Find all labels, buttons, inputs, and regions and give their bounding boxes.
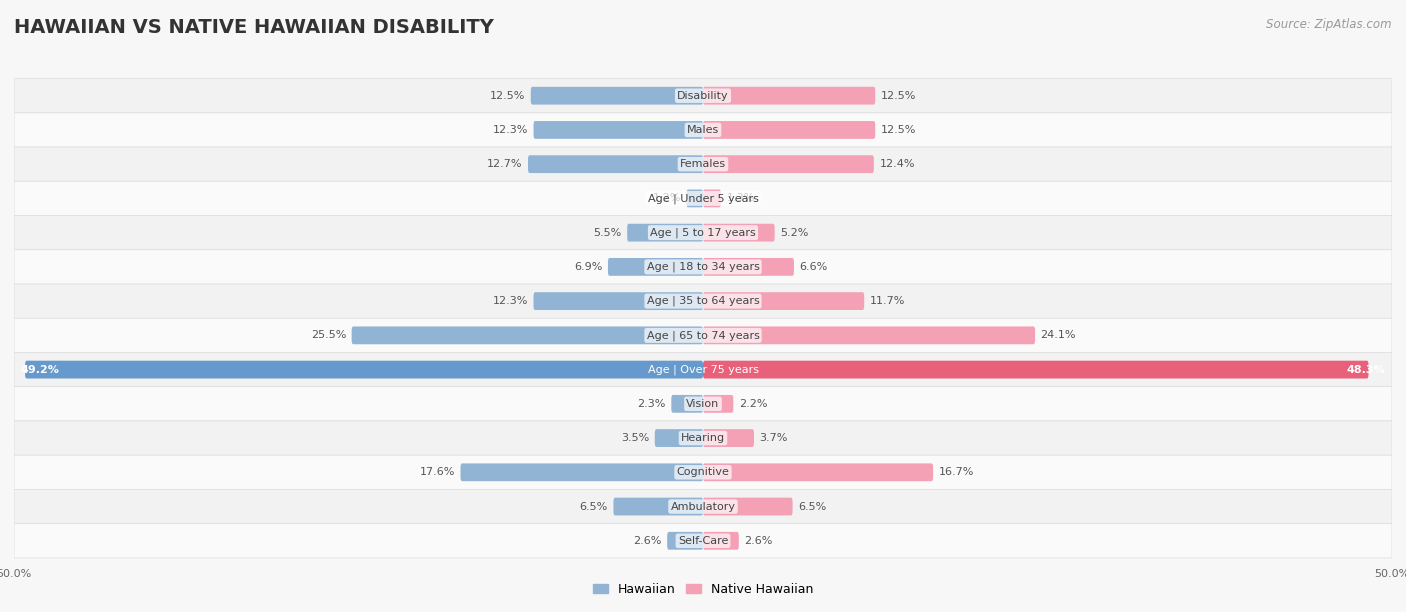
FancyBboxPatch shape: [655, 429, 703, 447]
FancyBboxPatch shape: [461, 463, 703, 481]
FancyBboxPatch shape: [14, 78, 1392, 113]
FancyBboxPatch shape: [529, 155, 703, 173]
FancyBboxPatch shape: [703, 224, 775, 242]
FancyBboxPatch shape: [703, 258, 794, 276]
Text: Source: ZipAtlas.com: Source: ZipAtlas.com: [1267, 18, 1392, 31]
FancyBboxPatch shape: [14, 353, 1392, 387]
Text: 25.5%: 25.5%: [311, 330, 346, 340]
FancyBboxPatch shape: [703, 326, 1035, 345]
Text: 12.3%: 12.3%: [492, 296, 529, 306]
Text: 1.2%: 1.2%: [652, 193, 681, 203]
Legend: Hawaiian, Native Hawaiian: Hawaiian, Native Hawaiian: [593, 583, 813, 596]
Text: 12.5%: 12.5%: [880, 91, 917, 101]
FancyBboxPatch shape: [703, 463, 934, 481]
Text: Vision: Vision: [686, 399, 720, 409]
FancyBboxPatch shape: [25, 360, 703, 378]
Text: 3.5%: 3.5%: [621, 433, 650, 443]
Text: 24.1%: 24.1%: [1040, 330, 1076, 340]
Text: 12.5%: 12.5%: [880, 125, 917, 135]
FancyBboxPatch shape: [703, 155, 875, 173]
FancyBboxPatch shape: [14, 524, 1392, 558]
FancyBboxPatch shape: [703, 360, 1368, 378]
Text: 2.6%: 2.6%: [744, 536, 773, 546]
Text: 2.6%: 2.6%: [633, 536, 662, 546]
Text: 6.6%: 6.6%: [800, 262, 828, 272]
FancyBboxPatch shape: [668, 532, 703, 550]
Text: Hearing: Hearing: [681, 433, 725, 443]
Text: Self-Care: Self-Care: [678, 536, 728, 546]
Text: 11.7%: 11.7%: [870, 296, 905, 306]
FancyBboxPatch shape: [686, 190, 703, 207]
Text: 2.2%: 2.2%: [738, 399, 768, 409]
FancyBboxPatch shape: [14, 215, 1392, 250]
FancyBboxPatch shape: [533, 292, 703, 310]
Text: Ambulatory: Ambulatory: [671, 502, 735, 512]
Text: Cognitive: Cognitive: [676, 468, 730, 477]
FancyBboxPatch shape: [531, 87, 703, 105]
Text: 5.2%: 5.2%: [780, 228, 808, 237]
FancyBboxPatch shape: [703, 121, 875, 139]
FancyBboxPatch shape: [14, 387, 1392, 421]
Text: Disability: Disability: [678, 91, 728, 101]
Text: Age | 65 to 74 years: Age | 65 to 74 years: [647, 330, 759, 341]
Text: Females: Females: [681, 159, 725, 169]
FancyBboxPatch shape: [703, 190, 721, 207]
FancyBboxPatch shape: [14, 421, 1392, 455]
Text: Age | 5 to 17 years: Age | 5 to 17 years: [650, 228, 756, 238]
FancyBboxPatch shape: [703, 395, 734, 412]
Text: 5.5%: 5.5%: [593, 228, 621, 237]
Text: HAWAIIAN VS NATIVE HAWAIIAN DISABILITY: HAWAIIAN VS NATIVE HAWAIIAN DISABILITY: [14, 18, 494, 37]
Text: 49.2%: 49.2%: [21, 365, 60, 375]
Text: 17.6%: 17.6%: [419, 468, 456, 477]
Text: 6.5%: 6.5%: [579, 502, 607, 512]
Text: 6.9%: 6.9%: [574, 262, 602, 272]
Text: Males: Males: [688, 125, 718, 135]
FancyBboxPatch shape: [607, 258, 703, 276]
Text: 6.5%: 6.5%: [799, 502, 827, 512]
FancyBboxPatch shape: [627, 224, 703, 242]
FancyBboxPatch shape: [14, 113, 1392, 147]
Text: 12.7%: 12.7%: [486, 159, 523, 169]
FancyBboxPatch shape: [613, 498, 703, 515]
Text: 3.7%: 3.7%: [759, 433, 787, 443]
FancyBboxPatch shape: [14, 455, 1392, 490]
Text: Age | 35 to 64 years: Age | 35 to 64 years: [647, 296, 759, 307]
FancyBboxPatch shape: [703, 429, 754, 447]
FancyBboxPatch shape: [14, 250, 1392, 284]
Text: Age | Over 75 years: Age | Over 75 years: [648, 364, 758, 375]
FancyBboxPatch shape: [703, 498, 793, 515]
FancyBboxPatch shape: [14, 490, 1392, 524]
Text: 12.3%: 12.3%: [492, 125, 529, 135]
Text: 12.4%: 12.4%: [879, 159, 915, 169]
FancyBboxPatch shape: [352, 326, 703, 345]
Text: 16.7%: 16.7%: [939, 468, 974, 477]
FancyBboxPatch shape: [671, 395, 703, 412]
FancyBboxPatch shape: [703, 292, 865, 310]
Text: 1.3%: 1.3%: [727, 193, 755, 203]
Text: 2.3%: 2.3%: [637, 399, 666, 409]
FancyBboxPatch shape: [14, 318, 1392, 353]
FancyBboxPatch shape: [703, 87, 875, 105]
Text: 48.3%: 48.3%: [1347, 365, 1385, 375]
FancyBboxPatch shape: [533, 121, 703, 139]
Text: 12.5%: 12.5%: [489, 91, 526, 101]
FancyBboxPatch shape: [14, 284, 1392, 318]
Text: Age | 18 to 34 years: Age | 18 to 34 years: [647, 262, 759, 272]
FancyBboxPatch shape: [14, 181, 1392, 215]
Text: Age | Under 5 years: Age | Under 5 years: [648, 193, 758, 204]
FancyBboxPatch shape: [14, 147, 1392, 181]
FancyBboxPatch shape: [703, 532, 738, 550]
